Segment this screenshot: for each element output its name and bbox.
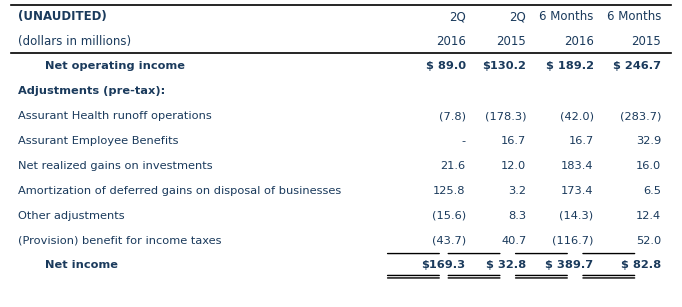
Text: (dollars in millions): (dollars in millions): [18, 35, 131, 48]
Text: (15.6): (15.6): [432, 211, 466, 221]
Text: -: -: [462, 136, 466, 146]
Text: (14.3): (14.3): [559, 211, 593, 221]
Text: 2015: 2015: [632, 35, 661, 48]
Text: 2015: 2015: [496, 35, 527, 48]
Text: $169.3: $169.3: [421, 261, 466, 270]
Text: $ 189.2: $ 189.2: [546, 61, 593, 72]
Text: 21.6: 21.6: [441, 161, 466, 171]
Text: 52.0: 52.0: [636, 235, 661, 246]
Text: (UNAUDITED): (UNAUDITED): [18, 10, 106, 23]
Text: 183.4: 183.4: [561, 161, 593, 171]
Text: 173.4: 173.4: [561, 186, 593, 196]
Text: 2Q: 2Q: [449, 10, 466, 23]
Text: (116.7): (116.7): [552, 235, 593, 246]
Text: $ 82.8: $ 82.8: [621, 261, 661, 270]
Text: Net operating income: Net operating income: [44, 61, 185, 72]
Text: 12.0: 12.0: [501, 161, 527, 171]
Text: 6.5: 6.5: [643, 186, 661, 196]
Text: Other adjustments: Other adjustments: [18, 211, 124, 221]
Text: 32.9: 32.9: [636, 136, 661, 146]
Text: 16.7: 16.7: [501, 136, 527, 146]
Text: Amortization of deferred gains on disposal of businesses: Amortization of deferred gains on dispos…: [18, 186, 341, 196]
Text: 40.7: 40.7: [501, 235, 527, 246]
Text: 2016: 2016: [564, 35, 593, 48]
Text: (7.8): (7.8): [439, 111, 466, 121]
Text: (43.7): (43.7): [432, 235, 466, 246]
Text: 12.4: 12.4: [636, 211, 661, 221]
Text: $ 389.7: $ 389.7: [546, 261, 593, 270]
Text: $ 32.8: $ 32.8: [486, 261, 527, 270]
Text: (178.3): (178.3): [485, 111, 527, 121]
Text: 16.0: 16.0: [636, 161, 661, 171]
Text: $130.2: $130.2: [482, 61, 527, 72]
Text: 6 Months: 6 Months: [606, 10, 661, 23]
Text: Net income: Net income: [44, 261, 117, 270]
Text: 2016: 2016: [436, 35, 466, 48]
Text: (Provision) benefit for income taxes: (Provision) benefit for income taxes: [18, 235, 221, 246]
Text: $ 89.0: $ 89.0: [426, 61, 466, 72]
Text: 3.2: 3.2: [508, 186, 527, 196]
Text: (283.7): (283.7): [620, 111, 661, 121]
Text: Net realized gains on investments: Net realized gains on investments: [18, 161, 212, 171]
Text: 2Q: 2Q: [509, 10, 527, 23]
Text: 8.3: 8.3: [508, 211, 527, 221]
Text: (42.0): (42.0): [560, 111, 593, 121]
Text: $ 246.7: $ 246.7: [613, 61, 661, 72]
Text: 125.8: 125.8: [433, 186, 466, 196]
Text: 6 Months: 6 Months: [539, 10, 593, 23]
Text: Assurant Employee Benefits: Assurant Employee Benefits: [18, 136, 178, 146]
Text: 16.7: 16.7: [568, 136, 593, 146]
Text: Adjustments (pre-tax):: Adjustments (pre-tax):: [18, 86, 165, 96]
Text: Assurant Health runoff operations: Assurant Health runoff operations: [18, 111, 211, 121]
